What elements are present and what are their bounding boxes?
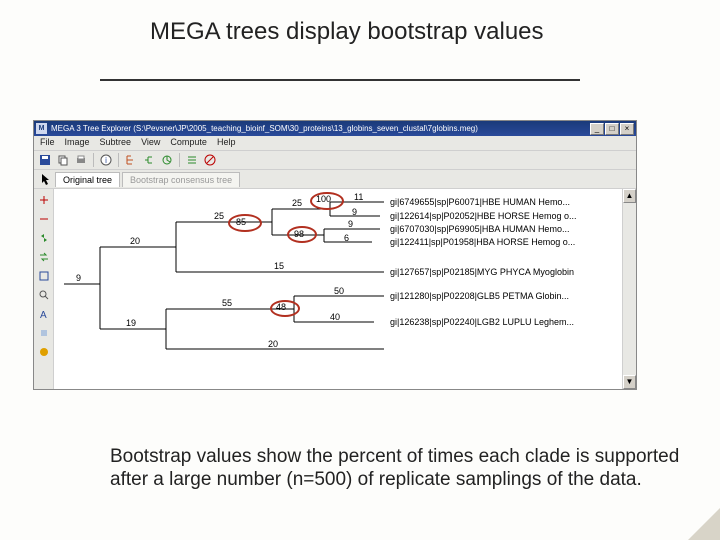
- close-button[interactable]: ×: [620, 123, 634, 135]
- branch-label: 40: [330, 312, 340, 322]
- taxon-label: gi|126238|sp|P02240|LGB2 LUPLU Leghem...: [390, 317, 574, 327]
- branch-label: 6: [344, 233, 349, 243]
- font-icon[interactable]: A: [36, 306, 52, 322]
- taxon-label: gi|122411|sp|P01958|HBA HORSE Hemog o...: [390, 237, 575, 247]
- minimize-button[interactable]: _: [590, 123, 604, 135]
- root-icon[interactable]: [36, 268, 52, 284]
- svg-text:i: i: [105, 156, 107, 165]
- separator: [118, 153, 119, 167]
- taxon-label: gi|122614|sp|P02052|HBE HORSE Hemog o...: [390, 211, 576, 221]
- branch-label: 100: [316, 194, 331, 204]
- tree2-icon[interactable]: [141, 152, 157, 168]
- expand-icon[interactable]: [36, 192, 52, 208]
- window-title: MEGA 3 Tree Explorer (S:\Pevsner\JP\2005…: [51, 124, 590, 133]
- color-icon[interactable]: [36, 344, 52, 360]
- flip-icon[interactable]: [36, 230, 52, 246]
- branch-label: 9: [348, 219, 353, 229]
- titlebar: M MEGA 3 Tree Explorer (S:\Pevsner\JP\20…: [34, 121, 636, 136]
- branch-label: 9: [76, 273, 81, 283]
- menu-image[interactable]: Image: [65, 137, 90, 150]
- branch-label: 25: [214, 211, 224, 221]
- branch-label: 15: [274, 261, 284, 271]
- slide-caption: Bootstrap values show the percent of tim…: [110, 445, 690, 491]
- side-toolbar: A: [34, 189, 54, 389]
- page-fold-icon: [688, 508, 720, 540]
- menu-view[interactable]: View: [141, 137, 160, 150]
- tree3-icon[interactable]: [159, 152, 175, 168]
- menu-compute[interactable]: Compute: [170, 137, 207, 150]
- window-buttons: _ □ ×: [590, 123, 634, 135]
- find-icon[interactable]: [36, 287, 52, 303]
- svg-text:A: A: [40, 310, 47, 320]
- copy-icon[interactable]: [55, 152, 71, 168]
- branch-label: 11: [354, 192, 363, 202]
- branch-label: 25: [292, 198, 302, 208]
- menubar: File Image Subtree View Compute Help: [34, 136, 636, 151]
- cancel-icon[interactable]: [202, 152, 218, 168]
- taxon-label: gi|6749655|sp|P60071|HBE HUMAN Hemo...: [390, 197, 570, 207]
- menu-help[interactable]: Help: [217, 137, 236, 150]
- vertical-scrollbar[interactable]: ▲ ▼: [622, 189, 636, 389]
- title-underline: [100, 79, 580, 81]
- options-icon[interactable]: [36, 325, 52, 341]
- toolbar-main: i: [34, 151, 636, 170]
- menu-subtree[interactable]: Subtree: [100, 137, 132, 150]
- app-icon: M: [36, 123, 47, 134]
- branch-label: 9: [352, 207, 357, 217]
- menu-file[interactable]: File: [40, 137, 55, 150]
- taxon-label: gi|6707030|sp|P69905|HBA HUMAN Hemo...: [390, 224, 569, 234]
- taxon-label: gi|121280|sp|P02208|GLB5 PETMA Globin...: [390, 291, 569, 301]
- branch-label: 48: [276, 302, 286, 312]
- toolbar-tabs: Original tree Bootstrap consensus tree: [34, 170, 636, 189]
- body-area: A: [34, 189, 636, 389]
- save-icon[interactable]: [37, 152, 53, 168]
- pointer-icon[interactable]: [37, 171, 53, 187]
- taxon-label: gi|127657|sp|P02185|MYG PHYCA Myoglobin: [390, 267, 574, 277]
- branch-label: 55: [222, 298, 232, 308]
- tab-consensus-tree[interactable]: Bootstrap consensus tree: [122, 172, 240, 187]
- print-icon[interactable]: [73, 152, 89, 168]
- branch-label: 50: [334, 286, 344, 296]
- tree1-icon[interactable]: [123, 152, 139, 168]
- branch-label: 20: [130, 236, 140, 246]
- scroll-down-button[interactable]: ▼: [623, 375, 636, 389]
- scroll-up-button[interactable]: ▲: [623, 189, 636, 203]
- slide-title: MEGA trees display bootstrap values: [150, 18, 544, 46]
- branch-label: 19: [126, 318, 136, 328]
- tree-canvas: 9 20 25 85 25 100 11 9 98 9 6 15 19 55 4…: [54, 189, 622, 389]
- branch-label: 85: [236, 217, 246, 227]
- topology-icon[interactable]: [184, 152, 200, 168]
- separator: [179, 153, 180, 167]
- separator: [93, 153, 94, 167]
- branch-label: 98: [294, 229, 304, 239]
- maximize-button[interactable]: □: [605, 123, 619, 135]
- collapse-icon[interactable]: [36, 211, 52, 227]
- tab-original-tree[interactable]: Original tree: [55, 172, 120, 187]
- swap-icon[interactable]: [36, 249, 52, 265]
- info-icon[interactable]: i: [98, 152, 114, 168]
- branch-label: 20: [268, 339, 278, 349]
- mega-window: M MEGA 3 Tree Explorer (S:\Pevsner\JP\20…: [33, 120, 637, 390]
